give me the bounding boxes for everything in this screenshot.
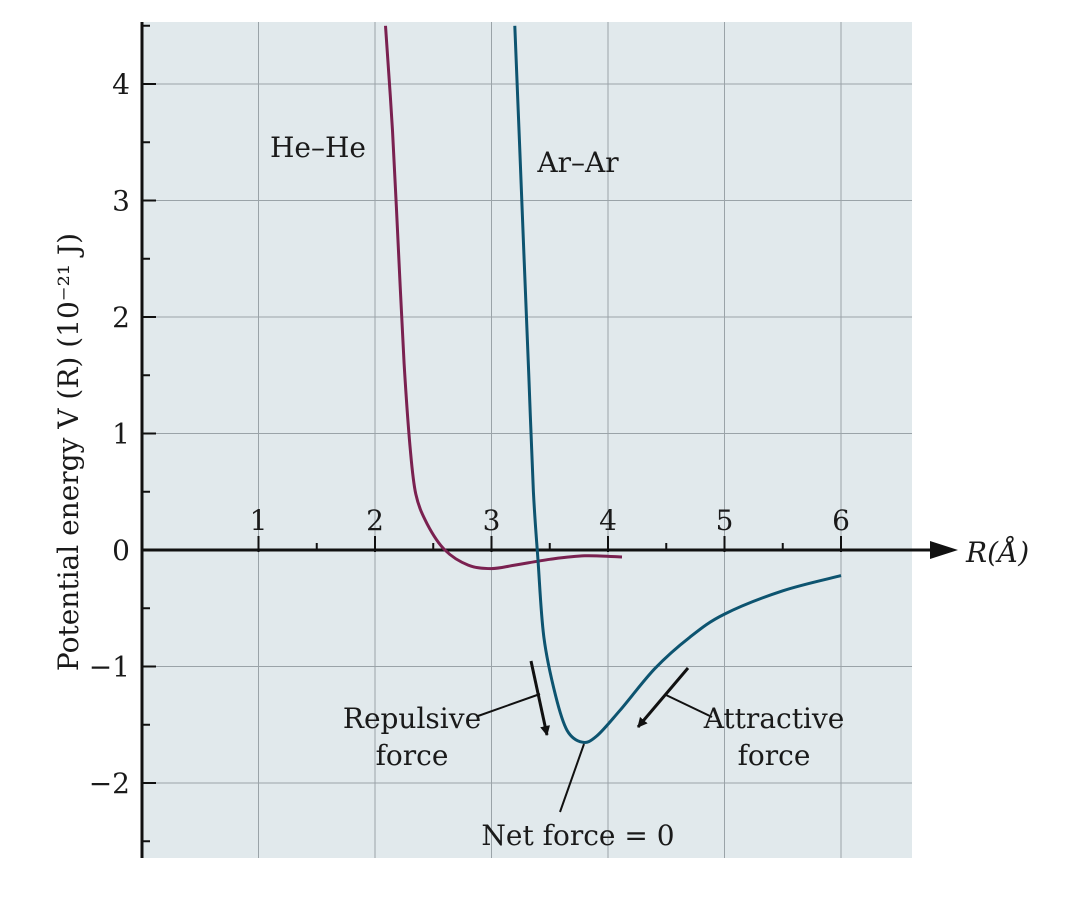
- y-tick-label: 2: [112, 301, 130, 334]
- attractive-force-arrow: [636, 667, 690, 728]
- y-tick-label: 1: [112, 418, 130, 451]
- x-axis-title: R(Å): [965, 536, 1029, 569]
- y-axis-title: Potential energy V (R) (10⁻²¹ J): [52, 233, 85, 671]
- net-force-label: Net force = 0: [481, 819, 674, 852]
- annotations: Repulsive force Attractive force Net force =…: [343, 660, 845, 852]
- repulsive-leader-line: [477, 693, 541, 717]
- series-label-ar-ar: Ar–Ar: [536, 146, 619, 179]
- x-tick-label: 1: [250, 504, 268, 537]
- y-tick-label: −2: [89, 767, 130, 800]
- x-tick-label: 4: [599, 504, 617, 537]
- x-axis-arrowhead: [930, 541, 958, 559]
- y-tick-label: 3: [112, 185, 130, 218]
- attractive-label-line2: force: [738, 739, 811, 772]
- tick-marks: 4 3 2 1 0 −1 −2 1 2 3 4 5 6: [89, 24, 850, 843]
- x-tick-label: 6: [832, 504, 850, 537]
- attractive-label-line1: Attractive: [703, 702, 845, 735]
- y-tick-label: 4: [112, 68, 130, 101]
- repulsive-label-line2: force: [376, 739, 449, 772]
- series-label-he-he: He–He: [270, 131, 366, 164]
- net-force-leader-line: [559, 743, 585, 813]
- x-tick-label: 5: [716, 504, 734, 537]
- series-group: He–He Ar–Ar: [270, 25, 842, 744]
- x-tick-label: 2: [366, 504, 384, 537]
- x-tick-label: 3: [483, 504, 501, 537]
- attractive-leader-line: [665, 694, 713, 718]
- y-tick-label: 0: [112, 534, 130, 567]
- plot-background: [142, 22, 912, 858]
- series-ar-ar-line: [513, 25, 842, 744]
- repulsive-force-arrow: [529, 660, 550, 736]
- repulsive-label-line1: Repulsive: [343, 702, 481, 735]
- y-tick-label: −1: [89, 651, 130, 684]
